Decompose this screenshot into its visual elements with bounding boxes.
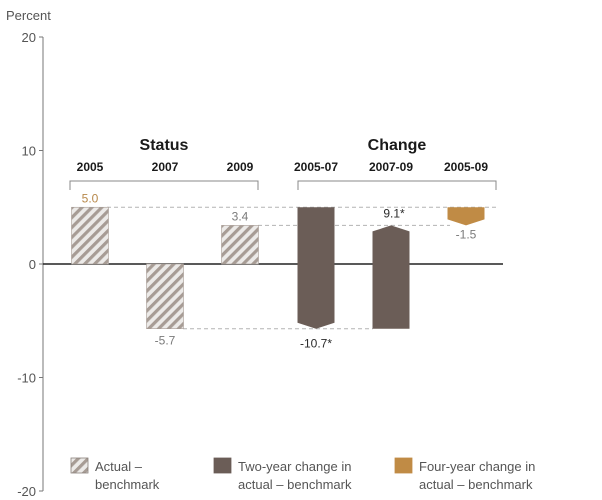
column-header: 2007-09: [369, 160, 413, 174]
bar-two-year-change: [297, 207, 335, 329]
column-header: 2005-09: [444, 160, 488, 174]
bar-four-year-change: [447, 207, 485, 226]
legend-label: Two-year change in: [238, 459, 351, 474]
bar-value-label: -10.7*: [300, 337, 332, 351]
group-title: Change: [368, 137, 427, 154]
column-header: 2009: [227, 160, 254, 174]
y-tick-label: 20: [22, 30, 36, 45]
group-bracket: [297, 180, 497, 190]
legend-label: Actual –: [95, 459, 143, 474]
y-tick-label: 0: [29, 257, 36, 272]
legend-label: benchmark: [95, 477, 160, 492]
bar-value-label: 3.4: [232, 209, 249, 223]
bar-value-label: 5.0: [82, 191, 99, 205]
y-axis-title: Percent: [6, 8, 51, 23]
y-tick-label: -20: [17, 484, 36, 499]
bar-value-label: -1.5: [456, 227, 477, 241]
bar-value-label: -5.7: [155, 334, 176, 348]
y-tick-label: -10: [17, 371, 36, 386]
column-header: 2005-07: [294, 160, 338, 174]
bar-actual: [221, 225, 259, 265]
legend-label: actual – benchmark: [419, 477, 533, 492]
bar-actual: [146, 263, 184, 329]
legend-label: Four-year change in: [419, 459, 535, 474]
bar-two-year-change: [372, 225, 410, 329]
legend-label: actual – benchmark: [238, 477, 352, 492]
legend-swatch: [394, 457, 413, 474]
column-header: 2007: [152, 160, 179, 174]
legend-swatch: [70, 457, 89, 474]
bar-actual: [71, 206, 109, 265]
group-bracket: [69, 180, 259, 190]
column-header: 2005: [77, 160, 104, 174]
legend-swatch: [213, 457, 232, 474]
y-tick-label: 10: [22, 144, 36, 159]
bar-value-label: 9.1*: [383, 206, 405, 220]
group-title: Status: [140, 137, 189, 154]
